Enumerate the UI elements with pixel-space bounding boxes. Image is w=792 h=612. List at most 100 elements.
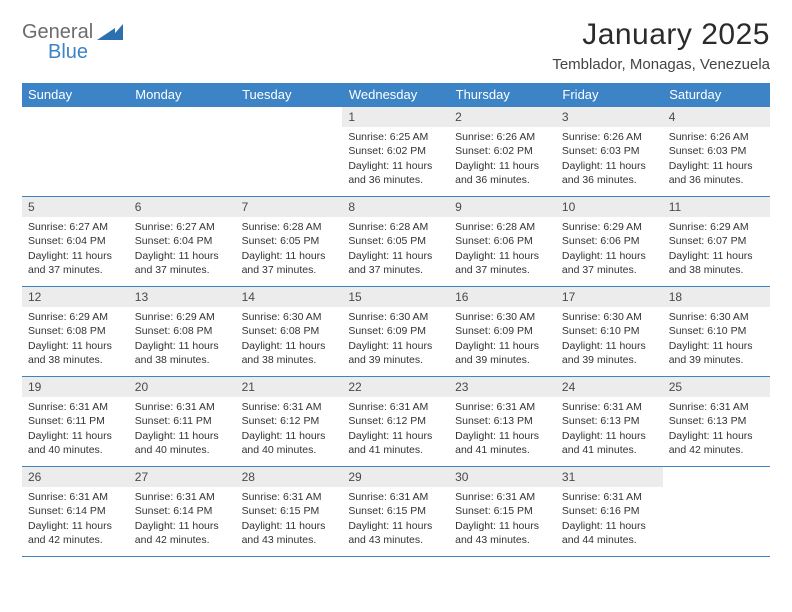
day-line: Daylight: 11 hours and 42 minutes. [28, 519, 123, 547]
day-line: Sunrise: 6:31 AM [455, 400, 550, 414]
calendar-week: 19Sunrise: 6:31 AMSunset: 6:11 PMDayligh… [22, 377, 770, 467]
day-line: Sunrise: 6:31 AM [562, 490, 657, 504]
calendar-head: SundayMondayTuesdayWednesdayThursdayFrid… [22, 83, 770, 107]
day-line: Sunrise: 6:31 AM [562, 400, 657, 414]
day-line: Sunrise: 6:31 AM [135, 490, 230, 504]
calendar-cell: 30Sunrise: 6:31 AMSunset: 6:15 PMDayligh… [449, 467, 556, 557]
calendar-week: 12Sunrise: 6:29 AMSunset: 6:08 PMDayligh… [22, 287, 770, 377]
day-number: 30 [449, 467, 556, 487]
calendar-cell: 2Sunrise: 6:26 AMSunset: 6:02 PMDaylight… [449, 107, 556, 197]
day-line: Sunrise: 6:30 AM [562, 310, 657, 324]
calendar-cell: 10Sunrise: 6:29 AMSunset: 6:06 PMDayligh… [556, 197, 663, 287]
day-header: Monday [129, 83, 236, 107]
calendar-cell: 1Sunrise: 6:25 AMSunset: 6:02 PMDaylight… [342, 107, 449, 197]
day-line: Sunset: 6:15 PM [348, 504, 443, 518]
calendar-cell: 28Sunrise: 6:31 AMSunset: 6:15 PMDayligh… [236, 467, 343, 557]
day-line: Sunset: 6:12 PM [348, 414, 443, 428]
day-line: Sunset: 6:11 PM [135, 414, 230, 428]
day-line: Sunrise: 6:31 AM [28, 490, 123, 504]
day-body [22, 127, 129, 134]
calendar-cell: 16Sunrise: 6:30 AMSunset: 6:09 PMDayligh… [449, 287, 556, 377]
day-body: Sunrise: 6:31 AMSunset: 6:12 PMDaylight:… [342, 397, 449, 461]
day-line: Sunrise: 6:31 AM [348, 490, 443, 504]
day-line: Daylight: 11 hours and 38 minutes. [28, 339, 123, 367]
day-number: 31 [556, 467, 663, 487]
day-body: Sunrise: 6:30 AMSunset: 6:09 PMDaylight:… [342, 307, 449, 371]
day-number: 1 [342, 107, 449, 127]
calendar-body: 1 Sunrise: 6:25 AMSunset: 6:02 PM Daylight… [22, 107, 770, 557]
brand-word2: Blue [48, 42, 88, 62]
day-line: Daylight: 11 hours and 36 minutes. [669, 159, 764, 187]
day-line: Daylight: 11 hours and 37 minutes. [28, 249, 123, 277]
day-body: Sunrise: 6:31 AMSunset: 6:15 PMDaylight:… [342, 487, 449, 551]
day-line: Daylight: 11 hours and 40 minutes. [135, 429, 230, 457]
day-line: Sunset: 6:13 PM [669, 414, 764, 428]
day-line: Sunrise: 6:27 AM [28, 220, 123, 234]
calendar-cell: 15Sunrise: 6:30 AMSunset: 6:09 PMDayligh… [342, 287, 449, 377]
day-line: Sunset: 6:06 PM [562, 234, 657, 248]
day-line: Sunset: 6:10 PM [562, 324, 657, 338]
day-line: Sunrise: 6:28 AM [455, 220, 550, 234]
day-number: 13 [129, 287, 236, 307]
calendar-cell: 27Sunrise: 6:31 AMSunset: 6:14 PMDayligh… [129, 467, 236, 557]
day-line: Sunrise: 6:31 AM [242, 490, 337, 504]
day-body: Sunrise: 6:29 AMSunset: 6:06 PMDaylight:… [556, 217, 663, 281]
day-body: Sunrise: 6:29 AMSunset: 6:08 PMDaylight:… [129, 307, 236, 371]
day-line: Sunset: 6:16 PM [562, 504, 657, 518]
day-body: Sunrise: 6:28 AMSunset: 6:05 PMDaylight:… [342, 217, 449, 281]
day-body: Sunrise: 6:30 AMSunset: 6:10 PMDaylight:… [663, 307, 770, 371]
day-line: Sunset: 6:03 PM [562, 144, 657, 158]
day-line: Sunset: 6:05 PM [348, 234, 443, 248]
day-body [129, 127, 236, 134]
brand-logo: General Blue [22, 18, 123, 62]
day-header: Tuesday [236, 83, 343, 107]
calendar-cell: 29Sunrise: 6:31 AMSunset: 6:15 PMDayligh… [342, 467, 449, 557]
calendar-cell: 3Sunrise: 6:26 AMSunset: 6:03 PMDaylight… [556, 107, 663, 197]
calendar-cell: 17Sunrise: 6:30 AMSunset: 6:10 PMDayligh… [556, 287, 663, 377]
day-line: Sunset: 6:07 PM [669, 234, 764, 248]
calendar-cell: 6Sunrise: 6:27 AMSunset: 6:04 PMDaylight… [129, 197, 236, 287]
day-number: 11 [663, 197, 770, 217]
calendar-cell: 18Sunrise: 6:30 AMSunset: 6:10 PMDayligh… [663, 287, 770, 377]
day-header: Sunday [22, 83, 129, 107]
day-line: Daylight: 11 hours and 40 minutes. [242, 429, 337, 457]
day-line: Daylight: 11 hours and 37 minutes. [135, 249, 230, 277]
day-line: Sunrise: 6:26 AM [562, 130, 657, 144]
day-line: Sunrise: 6:29 AM [28, 310, 123, 324]
day-number: 27 [129, 467, 236, 487]
day-body: Sunrise: 6:31 AMSunset: 6:16 PMDaylight:… [556, 487, 663, 551]
day-line: Sunrise: 6:31 AM [669, 400, 764, 414]
day-number: 28 [236, 467, 343, 487]
day-line: Sunset: 6:02 PM [348, 144, 443, 158]
day-line: Daylight: 11 hours and 38 minutes. [669, 249, 764, 277]
calendar-cell: 21Sunrise: 6:31 AMSunset: 6:12 PMDayligh… [236, 377, 343, 467]
day-number [22, 107, 129, 127]
day-line: Sunset: 6:08 PM [242, 324, 337, 338]
day-line: Sunset: 6:13 PM [562, 414, 657, 428]
day-line: Sunset: 6:12 PM [242, 414, 337, 428]
calendar-cell: 24Sunrise: 6:31 AMSunset: 6:13 PMDayligh… [556, 377, 663, 467]
day-body: Sunrise: 6:27 AMSunset: 6:04 PMDaylight:… [22, 217, 129, 281]
day-body: Sunrise: 6:30 AMSunset: 6:08 PMDaylight:… [236, 307, 343, 371]
day-body: Sunrise: 6:28 AMSunset: 6:05 PMDaylight:… [236, 217, 343, 281]
calendar-cell: 19Sunrise: 6:31 AMSunset: 6:11 PMDayligh… [22, 377, 129, 467]
day-body: Sunrise: 6:31 AMSunset: 6:13 PMDaylight:… [556, 397, 663, 461]
day-line: Sunrise: 6:30 AM [242, 310, 337, 324]
day-line: Sunrise: 6:29 AM [669, 220, 764, 234]
calendar-week: 5Sunrise: 6:27 AMSunset: 6:04 PMDaylight… [22, 197, 770, 287]
day-number: 23 [449, 377, 556, 397]
day-body: Sunrise: 6:29 AMSunset: 6:07 PMDaylight:… [663, 217, 770, 281]
day-number: 24 [556, 377, 663, 397]
location: Temblador, Monagas, Venezuela [552, 56, 770, 73]
day-number: 20 [129, 377, 236, 397]
day-line: Sunrise: 6:25 AM [348, 130, 443, 144]
calendar-cell: 13Sunrise: 6:29 AMSunset: 6:08 PMDayligh… [129, 287, 236, 377]
day-line: Daylight: 11 hours and 41 minutes. [455, 429, 550, 457]
day-line: Sunset: 6:05 PM [242, 234, 337, 248]
day-body: Sunrise: 6:28 AMSunset: 6:06 PMDaylight:… [449, 217, 556, 281]
day-number: 15 [342, 287, 449, 307]
calendar-cell [129, 107, 236, 197]
day-line: Sunset: 6:09 PM [455, 324, 550, 338]
day-number: 8 [342, 197, 449, 217]
day-body: Sunrise: 6:31 AMSunset: 6:13 PMDaylight:… [663, 397, 770, 461]
